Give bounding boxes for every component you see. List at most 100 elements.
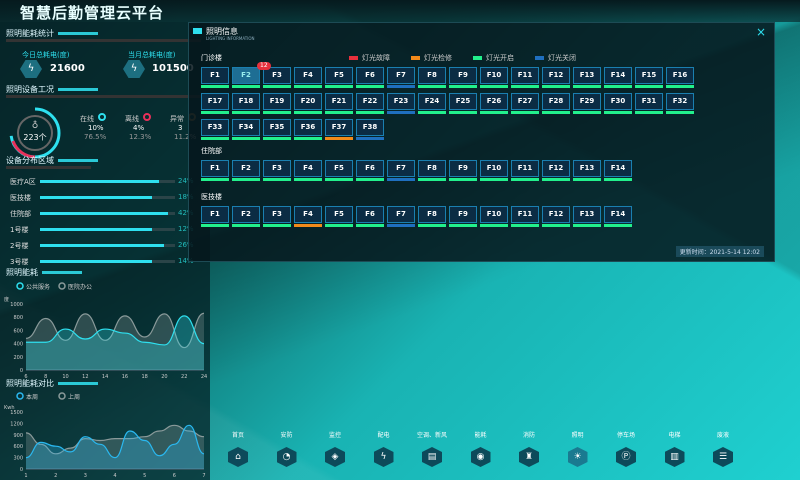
floor-tile[interactable]: F27 — [511, 93, 539, 114]
series-line — [25, 424, 205, 455]
floor-tile[interactable]: F18 — [232, 93, 260, 114]
nav-item-air-conditioner[interactable]: 空调、新风 ▤ — [412, 430, 452, 467]
floor-tile[interactable]: F24 — [418, 93, 446, 114]
progress-fill — [40, 196, 153, 199]
close-button[interactable]: × — [755, 25, 766, 39]
floor-tile[interactable]: F12 — [542, 160, 570, 181]
nav-item-hydrant[interactable]: 消防 ♜ — [509, 430, 549, 467]
floor-tile[interactable]: F9 — [449, 67, 477, 88]
nav-item-lightning[interactable]: 配电 ϟ — [364, 430, 404, 467]
floor-label: F16 — [666, 67, 694, 84]
floor-tile[interactable]: F3 — [263, 67, 291, 88]
floor-tile[interactable]: F15 — [635, 67, 663, 88]
camera-icon: ◔ — [276, 447, 297, 467]
today-value: 21600 — [50, 63, 85, 74]
legend-marker — [16, 282, 24, 290]
floor-tile[interactable]: F11 — [511, 160, 539, 181]
floor-tile[interactable]: F7 — [387, 206, 415, 227]
floor-tile[interactable]: F7 — [387, 67, 415, 88]
floor-tile[interactable]: F2 — [232, 160, 260, 181]
floor-tile[interactable]: F4 — [294, 67, 322, 88]
floor-tile[interactable]: F6 — [356, 206, 384, 227]
floor-tile[interactable]: F10 — [480, 206, 508, 227]
floor-tile[interactable]: F13 — [573, 206, 601, 227]
floor-tile[interactable]: F19 — [263, 93, 291, 114]
floor-tile[interactable]: F33 — [201, 119, 229, 140]
nav-item-energy[interactable]: 能耗 ◉ — [461, 430, 501, 467]
energy-chart-title: 照明能耗 — [6, 267, 82, 278]
floor-tile[interactable]: F25 — [449, 93, 477, 114]
floor-tile[interactable]: F32 — [666, 93, 694, 114]
floor-tile[interactable]: F21 — [325, 93, 353, 114]
floor-tile[interactable]: F5 — [325, 160, 353, 181]
nav-item-camera[interactable]: 安防 ◔ — [267, 430, 307, 467]
floor-tile[interactable]: F35 — [263, 119, 291, 140]
status-sub: 11.2% — [174, 133, 197, 141]
floor-tile[interactable]: F38 — [356, 119, 384, 140]
floor-tile[interactable]: F3 — [263, 206, 291, 227]
floor-tile[interactable]: F34 — [232, 119, 260, 140]
floor-tile[interactable]: F6 — [356, 67, 384, 88]
floor-tile[interactable]: F29 — [573, 93, 601, 114]
y-axis-label: 度 — [4, 296, 9, 303]
nav-item-shield[interactable]: 监控 ◈ — [315, 430, 355, 467]
floor-label: F14 — [604, 160, 632, 177]
floor-label: F3 — [263, 67, 291, 84]
status-bar-on — [635, 85, 663, 88]
nav-item-elevator[interactable]: 电梯 ▥ — [655, 430, 695, 467]
floor-tile[interactable]: F2 12 — [232, 62, 271, 88]
floor-tile[interactable]: F14 — [604, 206, 632, 227]
floor-tile[interactable]: F12 — [542, 67, 570, 88]
floor-tile[interactable]: F16 — [666, 67, 694, 88]
floor-tile[interactable]: F13 — [573, 67, 601, 88]
modal-title: 照明信息 — [206, 27, 238, 36]
floor-tile[interactable]: F9 — [449, 160, 477, 181]
floor-tile[interactable]: F11 — [511, 67, 539, 88]
nav-item-home[interactable]: 首页 ⌂ — [218, 430, 258, 467]
floor-tile[interactable]: F1 — [201, 67, 229, 88]
floor-tile[interactable]: F11 — [511, 206, 539, 227]
floor-tile[interactable]: F8 — [418, 160, 446, 181]
floor-label: F13 — [573, 67, 601, 84]
floor-tile[interactable]: F3 — [263, 160, 291, 181]
floor-tile[interactable]: F4 — [294, 206, 322, 227]
floor-tile[interactable]: F10 — [480, 160, 508, 181]
floor-tile[interactable]: F9 — [449, 206, 477, 227]
floor-label: F33 — [201, 119, 229, 136]
floor-tile[interactable]: F13 — [573, 160, 601, 181]
status-label: 异常 — [170, 115, 184, 123]
floor-tile[interactable]: F6 — [356, 160, 384, 181]
status-bar-on — [418, 178, 446, 181]
floor-tile[interactable]: F36 — [294, 119, 322, 140]
floor-tile[interactable]: F5 — [325, 67, 353, 88]
floor-tile[interactable]: F37 — [325, 119, 353, 140]
floor-tile[interactable]: F8 — [418, 67, 446, 88]
floor-tile[interactable]: F7 — [387, 160, 415, 181]
floor-tile[interactable]: F2 — [232, 206, 260, 227]
floor-tile[interactable]: F14 — [604, 160, 632, 181]
status-bar-on — [263, 137, 291, 140]
floor-tile[interactable]: F31 — [635, 93, 663, 114]
y-tick: 1000 — [10, 302, 23, 308]
nav-item-bulb[interactable]: 照明 ☀ — [558, 430, 598, 467]
floor-tile[interactable]: F30 — [604, 93, 632, 114]
floor-tile[interactable]: F20 — [294, 93, 322, 114]
status-bar-on — [666, 85, 694, 88]
floor-tile[interactable]: F8 — [418, 206, 446, 227]
floor-tile[interactable]: F26 — [480, 93, 508, 114]
status-bar-off — [387, 111, 415, 114]
floor-tile[interactable]: F17 — [201, 93, 229, 114]
floor-tile[interactable]: F5 — [325, 206, 353, 227]
floor-tile[interactable]: F1 — [201, 206, 229, 227]
floor-tile[interactable]: F28 — [542, 93, 570, 114]
floor-tile[interactable]: F4 — [294, 160, 322, 181]
floor-tile[interactable]: F23 — [387, 93, 415, 114]
floor-tile[interactable]: F22 — [356, 93, 384, 114]
floor-tile[interactable]: F12 — [542, 206, 570, 227]
floor-tile[interactable]: F1 — [201, 160, 229, 181]
floor-tile[interactable]: F10 — [480, 67, 508, 88]
status-bar-on — [232, 137, 260, 140]
nav-item-parking[interactable]: 停车场 Ⓟ — [606, 430, 646, 467]
floor-tile[interactable]: F14 — [604, 67, 632, 88]
nav-item-waste[interactable]: 废液 ☰ — [703, 430, 743, 467]
